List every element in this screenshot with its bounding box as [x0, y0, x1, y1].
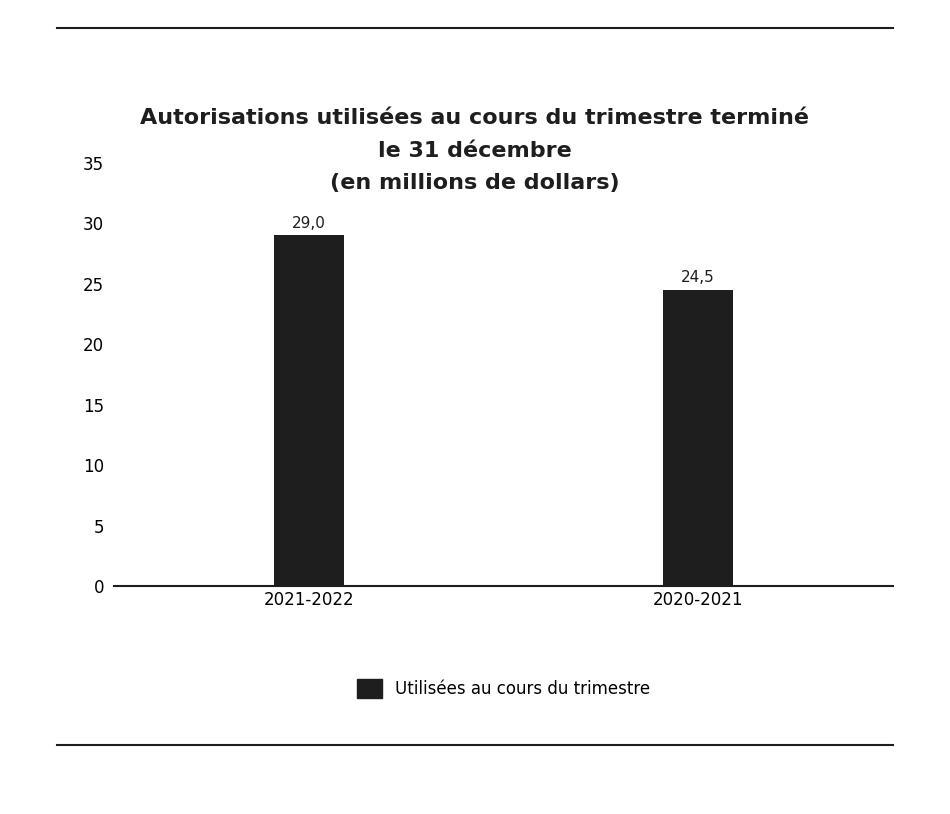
Bar [663, 290, 733, 586]
Text: le 31 décembre: le 31 décembre [378, 141, 572, 160]
Bar [274, 235, 344, 586]
Text: 29,0: 29,0 [292, 216, 326, 230]
Text: Autorisations utilisées au cours du trimestre terminé: Autorisations utilisées au cours du trim… [141, 108, 809, 128]
Text: (en millions de dollars): (en millions de dollars) [331, 173, 619, 193]
Legend: Utilisées au cours du trimestre: Utilisées au cours du trimestre [351, 672, 656, 705]
Text: 24,5: 24,5 [681, 270, 715, 285]
